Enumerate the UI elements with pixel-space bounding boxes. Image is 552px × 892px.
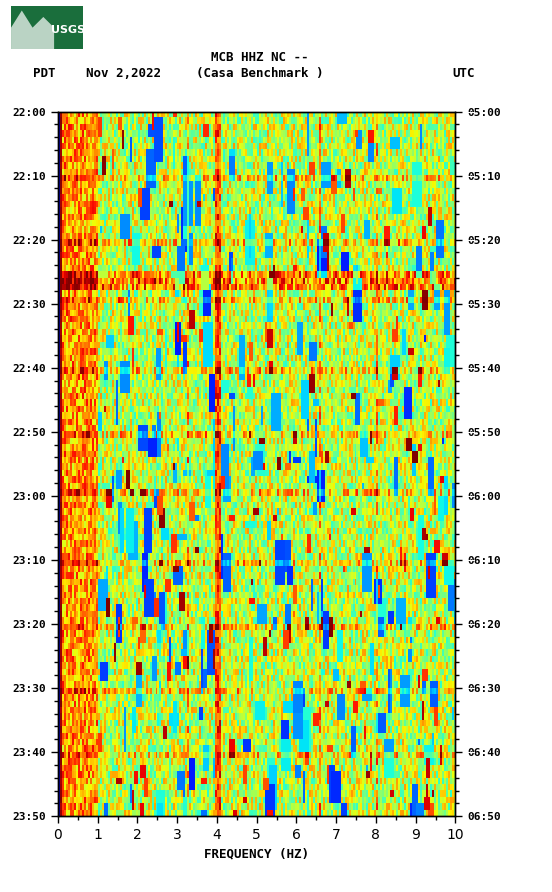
Text: USGS: USGS xyxy=(51,25,84,35)
Text: UTC: UTC xyxy=(453,67,475,79)
X-axis label: FREQUENCY (HZ): FREQUENCY (HZ) xyxy=(204,847,309,861)
Text: Nov 2,2022: Nov 2,2022 xyxy=(86,67,161,79)
Polygon shape xyxy=(11,11,54,49)
Text: (Casa Benchmark ): (Casa Benchmark ) xyxy=(196,67,323,79)
Text: MCB HHZ NC --: MCB HHZ NC -- xyxy=(211,51,308,63)
Text: PDT: PDT xyxy=(33,67,56,79)
